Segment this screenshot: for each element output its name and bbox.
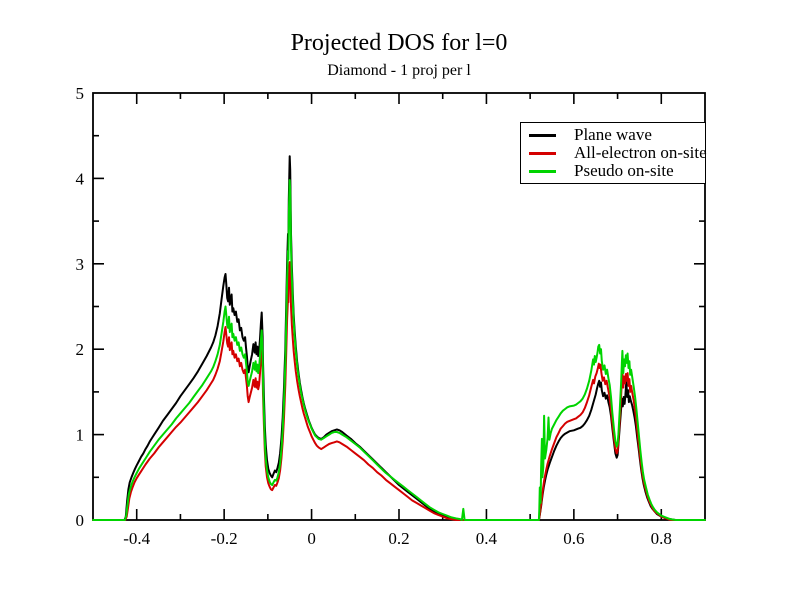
x-tick-label: -0.2 bbox=[211, 529, 238, 548]
x-tick-label: 0.2 bbox=[388, 529, 409, 548]
y-tick-label: 2 bbox=[76, 340, 85, 359]
x-tick-label: 0 bbox=[307, 529, 316, 548]
chart-subtitle: Diamond - 1 proj per l bbox=[327, 62, 471, 79]
legend: Plane wave All-electron on-site Pseudo o… bbox=[520, 122, 707, 184]
y-tick-label: 0 bbox=[76, 511, 85, 530]
y-tick-label: 3 bbox=[76, 255, 85, 274]
x-tick-label: 0.8 bbox=[651, 529, 672, 548]
chart-title: Projected DOS for l=0 bbox=[290, 30, 508, 56]
series-pseudo-on-site bbox=[92, 179, 706, 521]
y-tick-label: 1 bbox=[76, 426, 85, 445]
all-electron-line-swatch bbox=[529, 151, 556, 155]
series-plane-wave bbox=[92, 155, 706, 521]
x-tick-label: 0.4 bbox=[476, 529, 498, 548]
legend-entry-all-electron-on-site: All-electron on-site bbox=[521, 143, 707, 162]
x-tick-label: -0.4 bbox=[123, 529, 150, 548]
legend-label: Pseudo on-site bbox=[574, 161, 674, 180]
legend-entry-plane-wave: Plane wave bbox=[521, 126, 705, 144]
pseudo-line-swatch bbox=[529, 169, 556, 173]
legend-label: All-electron on-site bbox=[574, 143, 707, 162]
y-tick-label: 4 bbox=[76, 169, 85, 188]
legend-entry-pseudo-on-site: Pseudo on-site bbox=[521, 162, 705, 180]
legend-label: Plane wave bbox=[574, 125, 652, 144]
x-tick-label: 0.6 bbox=[563, 529, 584, 548]
plane-wave-line-swatch bbox=[529, 133, 556, 137]
y-tick-label: 5 bbox=[76, 84, 85, 103]
